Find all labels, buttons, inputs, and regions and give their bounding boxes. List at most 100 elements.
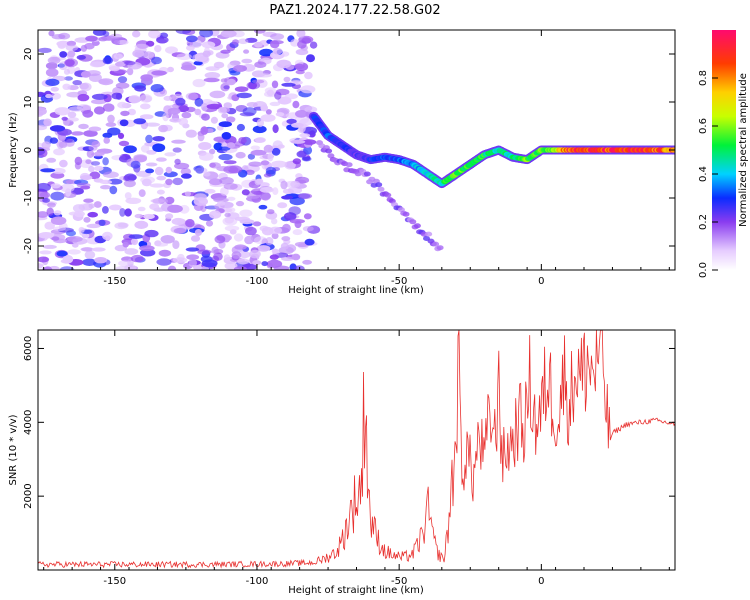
noise-blob [274, 91, 282, 100]
noise-blob [59, 266, 75, 270]
colorbar-tick-label: 0.0 [698, 262, 709, 278]
noise-blob [271, 248, 279, 254]
noise-blob [178, 117, 189, 126]
noise-blob [38, 47, 52, 54]
noise-blob [47, 202, 56, 208]
noise-blob [223, 102, 233, 109]
noise-blob [156, 189, 165, 195]
noise-blob [260, 191, 271, 201]
noise-blob [124, 192, 132, 200]
noise-blob [65, 188, 72, 197]
noise-blob [113, 53, 123, 60]
noise-blob [143, 213, 155, 220]
noise-blob [94, 165, 104, 171]
secondary-trace-blob [375, 182, 383, 188]
noise-blob [226, 142, 236, 149]
noise-blob [146, 150, 157, 155]
noise-blob [85, 35, 98, 42]
noise-blob [50, 191, 65, 201]
spectrogram-x-axis: -150 -100 -50 0 [43, 30, 670, 287]
noise-blob [123, 145, 137, 154]
noise-blob [119, 119, 129, 127]
noise-blob [91, 93, 108, 100]
noise-blob [292, 158, 302, 165]
noise-blob [206, 103, 223, 110]
noise-blob [156, 175, 166, 181]
noise-blob [103, 137, 110, 144]
noise-blob [288, 206, 301, 216]
noise-blob [64, 76, 73, 81]
noise-blob [185, 247, 200, 252]
noise-blob [93, 201, 102, 208]
noise-blob [94, 257, 108, 264]
noise-blob [299, 133, 311, 138]
noise-blob [42, 197, 50, 203]
noise-blob [102, 171, 119, 178]
noise-blob [281, 195, 294, 200]
noise-blob [291, 253, 301, 261]
noise-blob [249, 249, 261, 259]
noise-blob [276, 59, 292, 69]
noise-blob [232, 39, 240, 45]
snr-x-axis: -150 -100 -50 0 [43, 330, 670, 587]
noise-blob [224, 216, 234, 224]
noise-blob [235, 200, 245, 207]
noise-blob [167, 204, 183, 213]
noise-blob [304, 106, 318, 113]
noise-blob [78, 123, 89, 130]
noise-blob [82, 258, 97, 266]
noise-blob [261, 261, 269, 267]
noise-blob [282, 223, 291, 233]
noise-blob [210, 116, 218, 124]
noise-blob [154, 166, 164, 176]
snr-x-axis-label: Height of straight line (km) [288, 585, 424, 596]
snr-panel: -150 -100 -50 0 2000 4000 6000 Height of stra… [8, 329, 676, 596]
noise-blob [50, 86, 59, 92]
x-tick-label: -100 [246, 276, 269, 287]
noise-blob [140, 103, 151, 110]
noise-blob [272, 187, 279, 196]
noise-blob [80, 175, 93, 181]
noise-blob [139, 245, 155, 252]
colorbar-tick-label: 0.2 [698, 214, 709, 230]
noise-blob [223, 254, 231, 261]
noise-blob [238, 251, 251, 259]
noise-blob [233, 266, 248, 270]
noise-blob [138, 189, 146, 198]
noise-blob [117, 132, 125, 139]
noise-blob [139, 114, 154, 120]
noise-blob [38, 124, 47, 131]
noise-blob [172, 147, 182, 153]
noise-blob [203, 77, 220, 83]
noise-blob [185, 92, 199, 101]
noise-blob [66, 91, 82, 98]
noise-blob [233, 233, 244, 242]
noise-blob [45, 68, 59, 77]
noise-blob [301, 37, 312, 44]
noise-blob [211, 246, 219, 254]
noise-blob [130, 254, 144, 263]
noise-blob [46, 207, 54, 216]
noise-blob [245, 169, 255, 175]
noise-blob [162, 112, 169, 122]
noise-blob [93, 151, 105, 156]
noise-blob [271, 218, 278, 225]
noise-blob [102, 157, 109, 166]
noise-blob [88, 166, 95, 173]
noise-blob [260, 114, 276, 122]
noise-blob [302, 139, 317, 145]
noise-blob [149, 203, 160, 210]
noise-blob [107, 114, 115, 124]
noise-blob [124, 248, 139, 255]
noise-blob [90, 161, 101, 166]
secondary-trace-blob [413, 223, 421, 229]
noise-blob [174, 158, 181, 165]
noise-blob [295, 48, 309, 56]
noise-blob [38, 182, 51, 192]
noise-blob [98, 78, 114, 86]
noise-blob [165, 46, 178, 54]
colorbar: 0.0 0.2 0.4 0.6 0.8 Normalized spectral ampl… [698, 30, 749, 278]
spectrogram-noise-cloud [38, 30, 321, 270]
noise-blob [145, 162, 158, 167]
noise-blob [221, 113, 229, 119]
